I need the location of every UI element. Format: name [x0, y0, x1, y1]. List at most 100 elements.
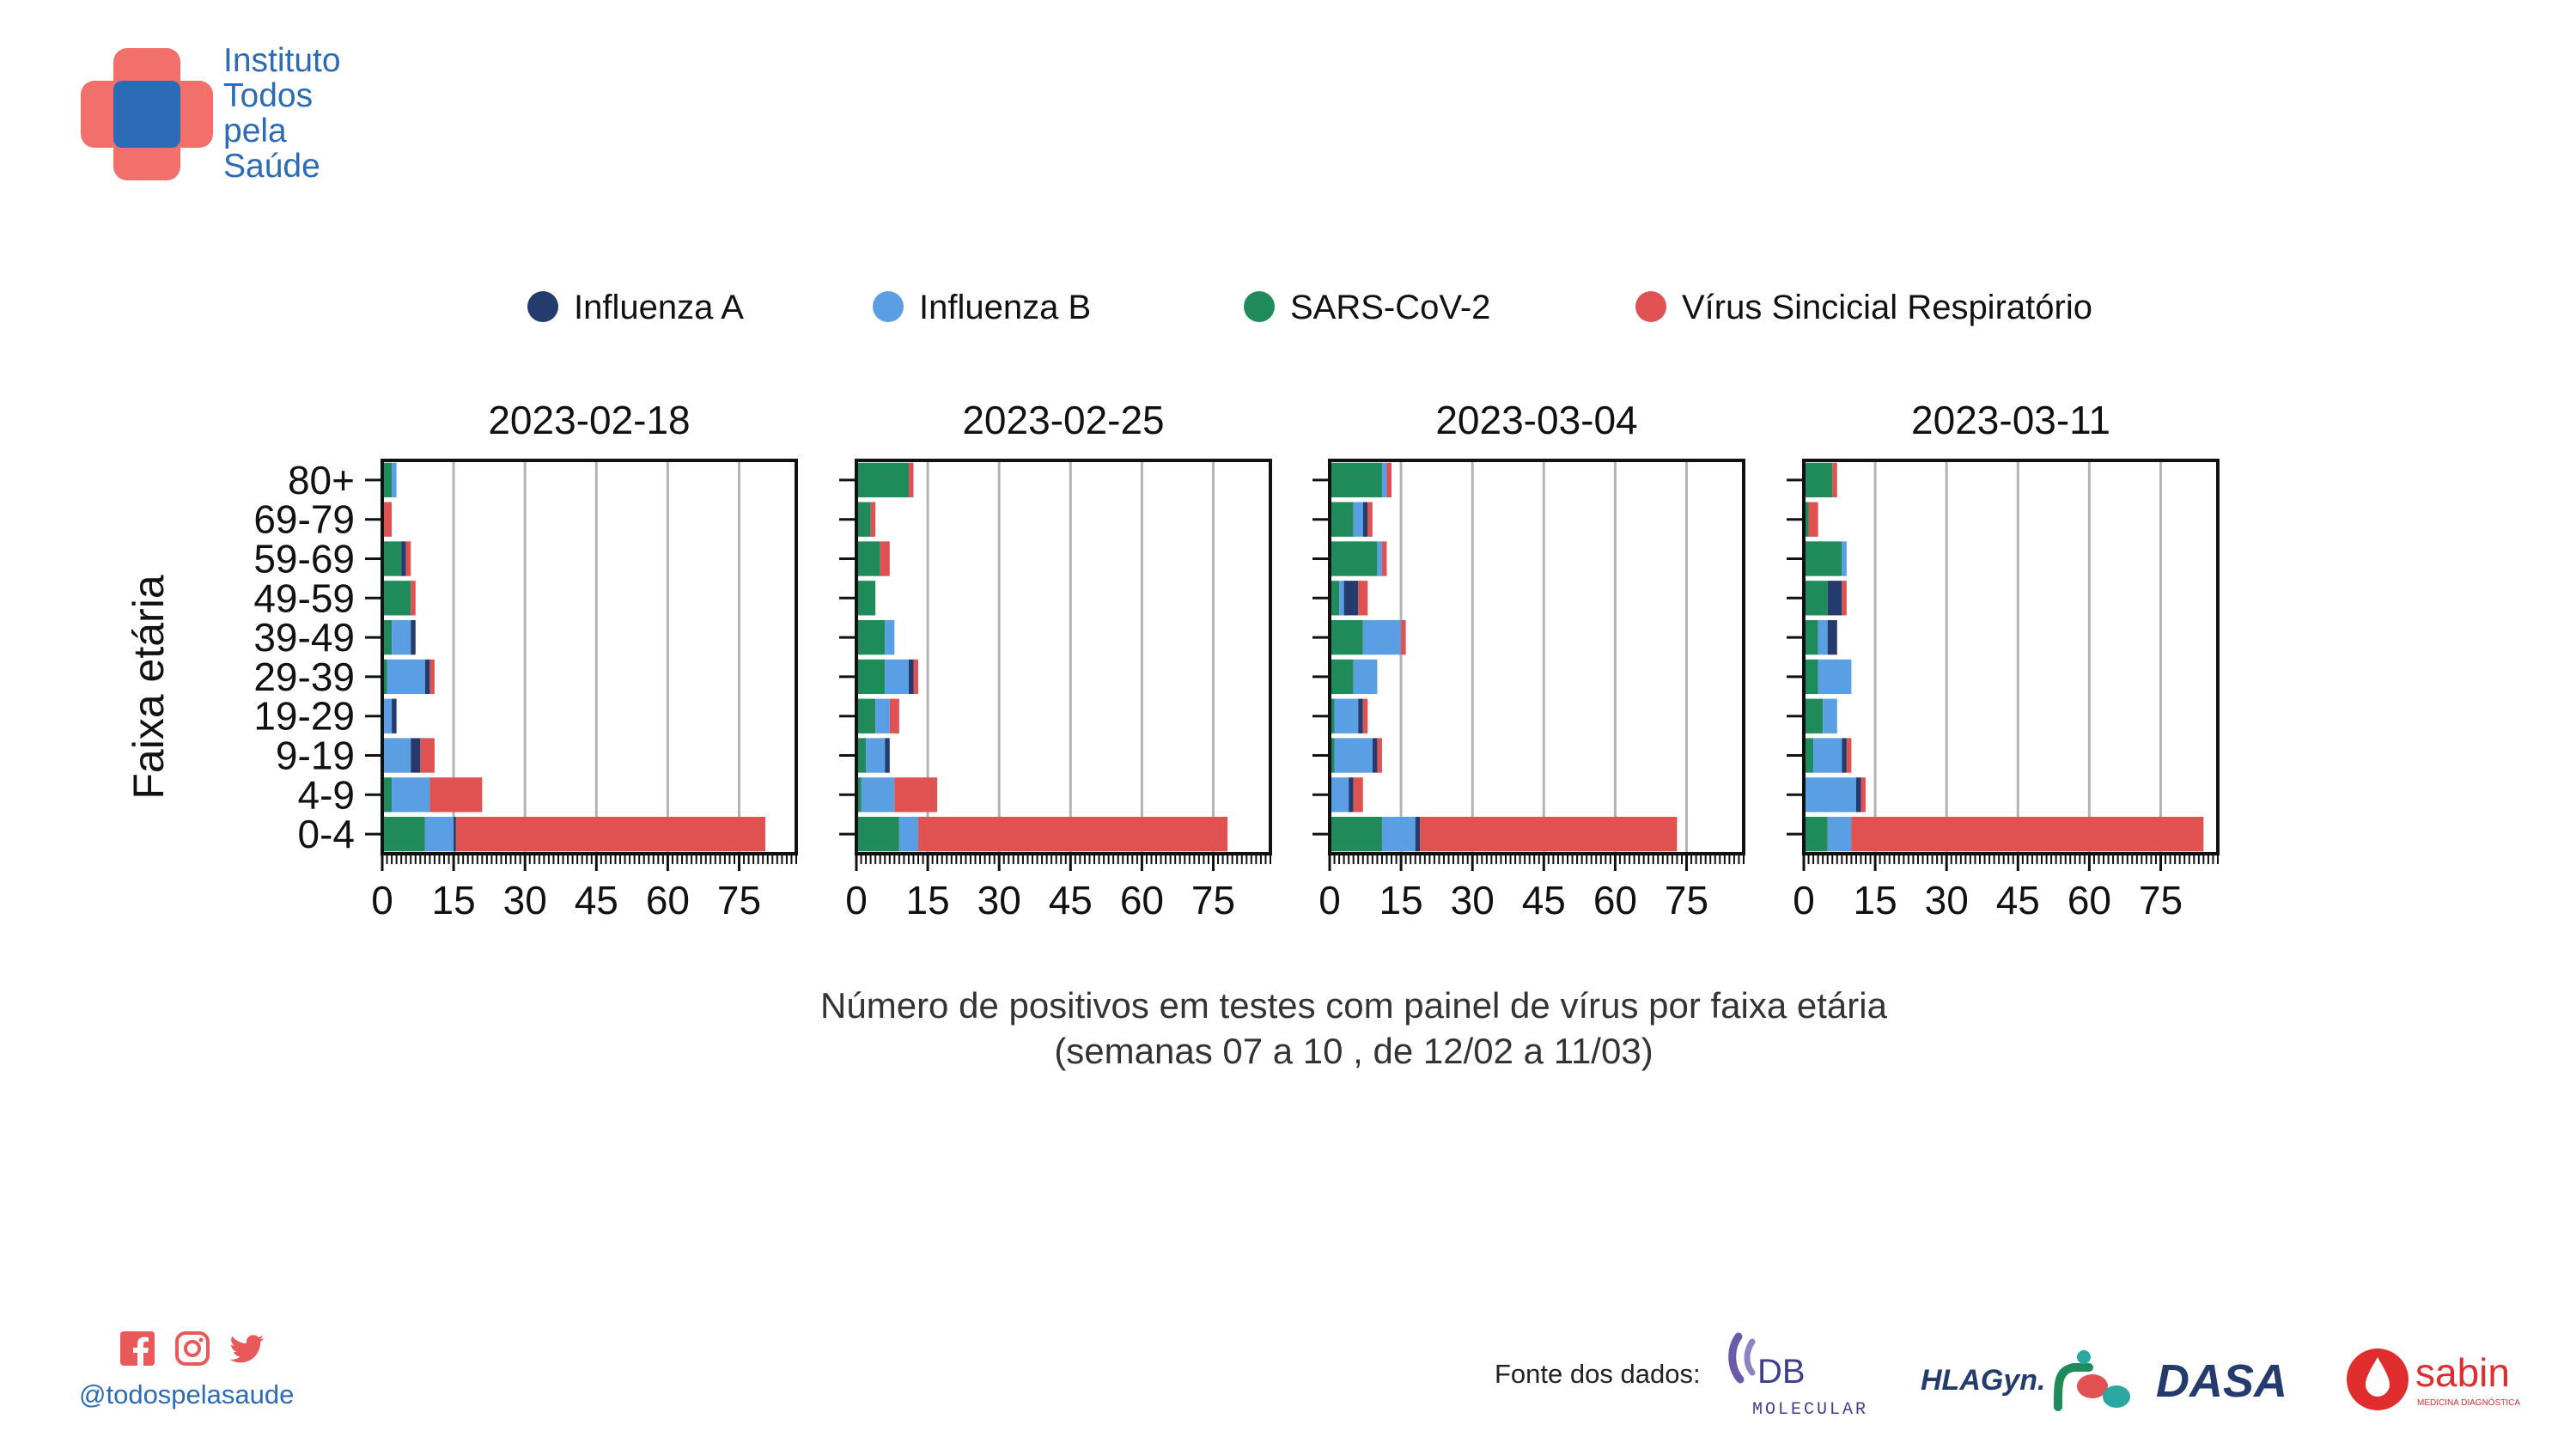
bar-segment — [1827, 581, 1842, 616]
sabin-logo-subtext: MEDICINA DIAGNÓSTICA — [2417, 1397, 2520, 1408]
chart-panel: 2023-03-04 0 15 30 45 60 75 — [1312, 398, 1745, 922]
legend-label: Influenza B — [919, 289, 1091, 326]
bar-segment — [1851, 816, 2204, 852]
x-tick-label: 60 — [1593, 878, 1637, 922]
bar-segment — [424, 659, 430, 695]
x-tick-label: 0 — [1793, 878, 1815, 922]
bar-segment — [856, 619, 886, 655]
plot-frame — [855, 459, 1272, 855]
x-tick-label: 60 — [1120, 878, 1164, 922]
bar-segment — [1804, 462, 1833, 498]
x-tick-label: 75 — [1665, 878, 1708, 922]
bar-segment — [1420, 816, 1678, 852]
twitter-icon[interactable] — [228, 1330, 266, 1367]
legend-marker — [527, 291, 558, 322]
bar-segment — [405, 541, 411, 576]
bar-segment — [866, 738, 886, 773]
bar-segment — [1827, 816, 1852, 852]
x-tick-label: 0 — [845, 878, 868, 922]
bar-segment — [1381, 462, 1387, 498]
bar-segment — [889, 698, 899, 734]
y-tick-label: 9-19 — [276, 734, 355, 778]
plot-frame — [1328, 459, 1745, 855]
bar-segment — [1330, 581, 1340, 616]
bar-segment — [856, 738, 867, 773]
bar-segment — [1353, 502, 1363, 537]
bar-segment — [424, 816, 454, 852]
bar-segment — [898, 816, 919, 852]
bar-segment — [885, 619, 895, 655]
instagram-icon[interactable] — [174, 1330, 211, 1367]
hlagyn-logo: HLAGyn. — [1921, 1350, 2130, 1411]
bar-segment — [856, 502, 871, 537]
bar-segment — [1860, 777, 1867, 813]
bar-segment — [856, 659, 886, 695]
bar-segment — [856, 777, 862, 813]
bar-segment — [1372, 738, 1378, 773]
bar-segment — [420, 738, 435, 773]
bar-segment — [1808, 502, 1818, 537]
x-tick-label: 15 — [1379, 878, 1423, 922]
bar-segment — [918, 816, 1228, 852]
institute-logo: Instituto Todos pela Saúde — [81, 43, 364, 186]
bar-segment — [870, 502, 876, 537]
x-tick-label: 30 — [977, 878, 1021, 922]
bar-segment — [1334, 698, 1359, 734]
bar-segment — [1330, 738, 1335, 773]
bar-segment — [382, 462, 393, 498]
y-tick-label: 0-4 — [298, 812, 355, 856]
bar-segment — [894, 777, 938, 813]
panel-title: 2023-02-18 — [488, 398, 690, 442]
bar-segment — [875, 698, 890, 734]
legend-label: Vírus Sincicial Respiratório — [1682, 289, 2092, 326]
bar-segment — [908, 462, 914, 498]
data-sources: Fonte dos dados: DB MOLECULAR HLAGyn. DA… — [1495, 1330, 2560, 1424]
logo-line: Saúde — [223, 148, 320, 185]
bar-segment — [1804, 698, 1824, 734]
social-icons — [119, 1330, 294, 1367]
y-tick-label: 19-29 — [253, 694, 355, 739]
plot-frame — [381, 459, 798, 855]
bar-segment — [1358, 698, 1363, 734]
bar-segment — [856, 816, 899, 852]
bar-segment — [1362, 502, 1368, 537]
plot-frame — [1802, 459, 2220, 855]
bar-segment — [1381, 816, 1416, 852]
bar-segment — [1377, 541, 1382, 576]
chart-caption-line-2: (semanas 07 a 10 , de 12/02 a 11/03) — [1054, 1031, 1653, 1071]
x-tick-label: 75 — [717, 878, 761, 922]
bar-segment — [1855, 777, 1861, 813]
bar-segment — [1818, 659, 1852, 695]
bar-segment — [1804, 541, 1842, 576]
logo-line: Instituto — [223, 42, 341, 79]
social-handle[interactable]: @todospelasaude — [79, 1379, 295, 1409]
dasa-logo: DASA — [2156, 1355, 2287, 1407]
bar-segment — [1330, 502, 1354, 537]
x-tick-label: 0 — [371, 878, 393, 922]
bar-segment — [387, 659, 425, 695]
bar-segment — [1362, 698, 1368, 734]
chart-legend: Influenza A Influenza B SARS-CoV-2 Vírus Si… — [527, 289, 2092, 326]
facebook-icon[interactable] — [119, 1330, 156, 1367]
panel-title: 2023-03-11 — [1911, 398, 2110, 442]
bar-segment — [861, 777, 895, 813]
bar-segment — [1367, 502, 1373, 537]
social-section: @todospelasaude — [79, 1330, 294, 1410]
bar-segment — [1358, 581, 1368, 616]
bar-segment — [392, 619, 411, 655]
bar-segment — [1401, 619, 1406, 655]
logo-line: pela — [223, 113, 287, 149]
x-tick-label: 30 — [1451, 878, 1495, 922]
bar-segment — [1339, 581, 1344, 616]
bar-segment — [1804, 581, 1828, 616]
bar-segment — [411, 619, 416, 655]
dasa-logo-text: DASA — [2156, 1355, 2287, 1407]
x-tick-label: 0 — [1318, 878, 1341, 922]
bar-segment — [908, 659, 914, 695]
bar-segment — [1818, 619, 1828, 655]
y-tick-label: 29-39 — [253, 654, 355, 699]
x-tick-label: 45 — [1049, 878, 1093, 922]
bar-segment — [885, 659, 909, 695]
db-logo-text: DB — [1757, 1353, 1806, 1391]
y-tick-label: 4-9 — [298, 772, 355, 817]
